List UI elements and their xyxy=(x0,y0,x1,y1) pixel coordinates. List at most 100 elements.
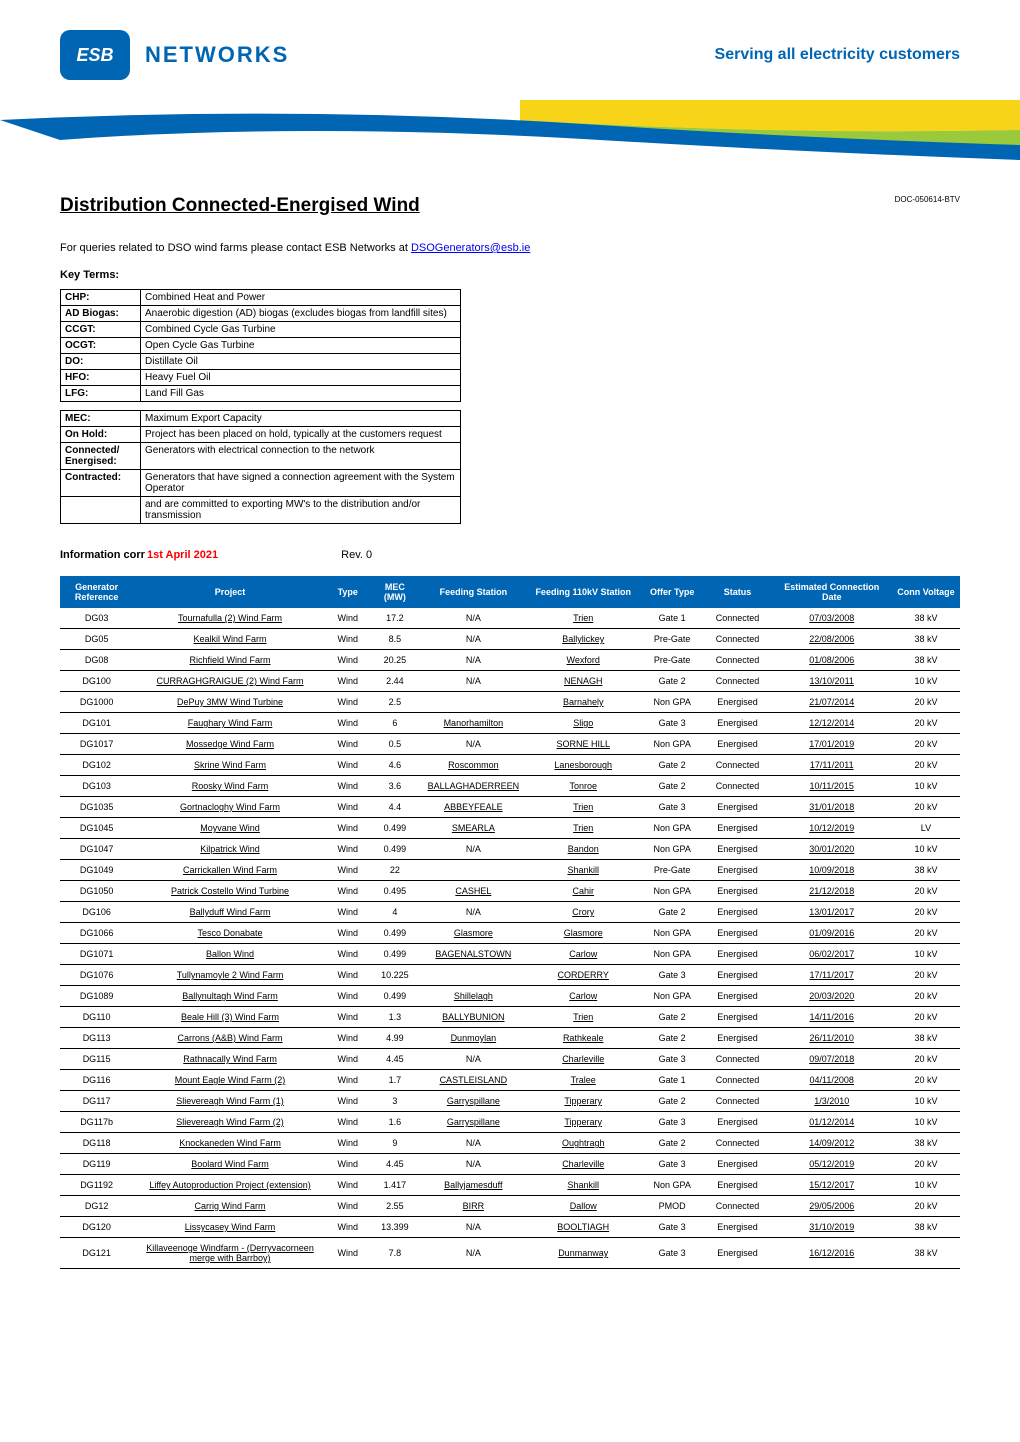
table-cell: 13.399 xyxy=(369,1217,421,1238)
table-row: DG1045Moyvane WindWind0.499SMEARLATrienN… xyxy=(60,818,960,839)
table-cell: 04/11/2008 xyxy=(772,1070,892,1091)
queries-email-link[interactable]: DSOGenerators@esb.ie xyxy=(411,242,530,254)
table-cell: 21/07/2014 xyxy=(772,692,892,713)
table-cell: DG102 xyxy=(60,755,133,776)
table-cell: 4.6 xyxy=(369,755,421,776)
table-cell: 14/09/2012 xyxy=(772,1133,892,1154)
queries-prefix: For queries related to DSO wind farms pl… xyxy=(60,242,411,254)
page-title: Distribution Connected-Energised Wind xyxy=(60,195,420,217)
data-table: Generator ReferenceProjectTypeMEC (MW)Fe… xyxy=(60,576,960,1269)
table-cell: 10 kV xyxy=(892,776,960,797)
term-key: On Hold: xyxy=(61,427,141,443)
table-row: DG117bSlievereagh Wind Farm (2)Wind1.6Ga… xyxy=(60,1112,960,1133)
table-cell: 38 kV xyxy=(892,629,960,650)
table-row: DG113Carrons (A&B) Wind FarmWind4.99Dunm… xyxy=(60,1028,960,1049)
table-cell: Connected xyxy=(704,608,772,629)
table-cell: Gate 2 xyxy=(641,671,704,692)
table-cell: 1.417 xyxy=(369,1175,421,1196)
table-cell: Barnahely xyxy=(526,692,641,713)
table-cell: Mossedge Wind Farm xyxy=(133,734,327,755)
table-row: DG119Boolard Wind FarmWind4.45N/ACharlev… xyxy=(60,1154,960,1175)
table-cell: DG1047 xyxy=(60,839,133,860)
table-cell: CORDERRY xyxy=(526,965,641,986)
column-header: Conn Voltage xyxy=(892,576,960,608)
term-value: Combined Cycle Gas Turbine xyxy=(141,322,461,338)
column-header: Feeding Station xyxy=(421,576,526,608)
table-cell: 10 kV xyxy=(892,839,960,860)
doc-reference: DOC-050614-BTV xyxy=(895,195,960,204)
table-cell: Energised xyxy=(704,944,772,965)
table-row: DG102Skrine Wind FarmWind4.6RoscommonLan… xyxy=(60,755,960,776)
table-cell: N/A xyxy=(421,1217,526,1238)
table-cell: Pre-Gate xyxy=(641,629,704,650)
table-cell: 10/12/2019 xyxy=(772,818,892,839)
table-cell: DG1045 xyxy=(60,818,133,839)
table-cell: 0.499 xyxy=(369,944,421,965)
table-cell: Ballynultagh Wind Farm xyxy=(133,986,327,1007)
term-key: DO: xyxy=(61,354,141,370)
column-header: MEC (MW) xyxy=(369,576,421,608)
table-cell: BALLAGHADERREEN xyxy=(421,776,526,797)
table-cell: 2.44 xyxy=(369,671,421,692)
info-row: Information corr1st April 2021 Rev. 0 xyxy=(60,549,960,561)
table-cell: Knockaneden Wind Farm xyxy=(133,1133,327,1154)
table-cell: Oughtragh xyxy=(526,1133,641,1154)
table-cell: Non GPA xyxy=(641,881,704,902)
table-cell: Gate 2 xyxy=(641,1133,704,1154)
table-cell: DG12 xyxy=(60,1196,133,1217)
table-cell: DG117 xyxy=(60,1091,133,1112)
table-cell: Tullynamoyle 2 Wind Farm xyxy=(133,965,327,986)
table-cell: 4.99 xyxy=(369,1028,421,1049)
table-cell xyxy=(421,860,526,881)
table-row: DG103Roosky Wind FarmWind3.6BALLAGHADERR… xyxy=(60,776,960,797)
info-rev: Rev. 0 xyxy=(341,549,372,561)
table-row: DG1049Carrickallen Wind FarmWind22Shanki… xyxy=(60,860,960,881)
table-cell: Gate 2 xyxy=(641,902,704,923)
table-cell: Energised xyxy=(704,839,772,860)
terms-row: CHP:Combined Heat and Power xyxy=(61,290,461,306)
table-cell: Trien xyxy=(526,797,641,818)
table-cell: DG1076 xyxy=(60,965,133,986)
table-cell: 20 kV xyxy=(892,692,960,713)
table-cell: 0.499 xyxy=(369,818,421,839)
table-row: DG1017Mossedge Wind FarmWind0.5N/ASORNE … xyxy=(60,734,960,755)
table-cell: Wind xyxy=(327,1217,369,1238)
table-cell: N/A xyxy=(421,734,526,755)
table-cell: Connected xyxy=(704,1070,772,1091)
table-cell: Energised xyxy=(704,1007,772,1028)
term-value: Maximum Export Capacity xyxy=(141,411,461,427)
table-cell: DG117b xyxy=(60,1112,133,1133)
table-cell: Energised xyxy=(704,1028,772,1049)
table-cell: Wind xyxy=(327,944,369,965)
term-key: AD Biogas: xyxy=(61,306,141,322)
table-cell: Wind xyxy=(327,1028,369,1049)
table-cell: Shankill xyxy=(526,1175,641,1196)
table-cell: 31/01/2018 xyxy=(772,797,892,818)
table-cell: Energised xyxy=(704,986,772,1007)
table-cell: Energised xyxy=(704,860,772,881)
table-cell: Kealkil Wind Farm xyxy=(133,629,327,650)
table-row: DG100CURRAGHGRAIGUE (2) Wind FarmWind2.4… xyxy=(60,671,960,692)
page-header: ESB NETWORKS Serving all electricity cus… xyxy=(0,0,1020,100)
key-terms-label: Key Terms: xyxy=(60,269,960,281)
term-key: HFO: xyxy=(61,370,141,386)
table-cell: Energised xyxy=(704,1175,772,1196)
table-cell: Rathnacally Wind Farm xyxy=(133,1049,327,1070)
table-cell: Wind xyxy=(327,650,369,671)
table-cell: CASTLEISLAND xyxy=(421,1070,526,1091)
table-cell: CURRAGHGRAIGUE (2) Wind Farm xyxy=(133,671,327,692)
table-row: DG1089Ballynultagh Wind FarmWind0.499Shi… xyxy=(60,986,960,1007)
term-key: CHP: xyxy=(61,290,141,306)
table-row: DG1050Patrick Costello Wind TurbineWind0… xyxy=(60,881,960,902)
table-cell: Non GPA xyxy=(641,944,704,965)
table-cell: Lissycasey Wind Farm xyxy=(133,1217,327,1238)
table-cell: Wind xyxy=(327,923,369,944)
table-cell: 10 kV xyxy=(892,1175,960,1196)
table-cell: Ballyjamesduff xyxy=(421,1175,526,1196)
table-cell xyxy=(421,965,526,986)
table-cell: 20 kV xyxy=(892,1049,960,1070)
table-cell: Energised xyxy=(704,965,772,986)
table-cell: Trien xyxy=(526,818,641,839)
table-cell: Wind xyxy=(327,1133,369,1154)
table-cell: Non GPA xyxy=(641,986,704,1007)
